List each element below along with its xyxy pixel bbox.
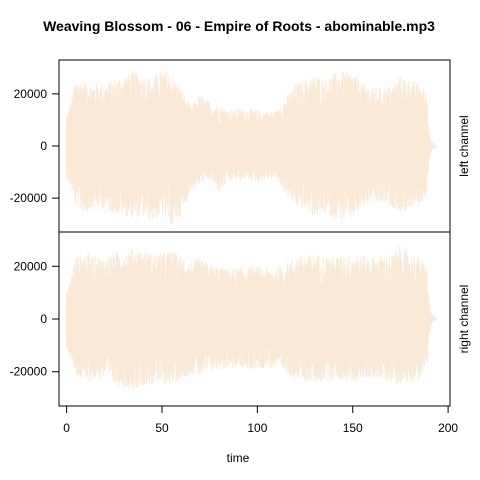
- left-channel-y-axis: -20000 0 20000: [10, 87, 59, 205]
- left-channel-panel: -20000 0 20000 left channel: [10, 59, 471, 233]
- x-tick-label: 50: [155, 421, 169, 435]
- y-tick-label: 0: [40, 139, 47, 153]
- chart-title: Weaving Blossom - 06 - Empire of Roots -…: [43, 18, 435, 34]
- left-channel-waveform: [66, 70, 438, 226]
- y-tick-label: -20000: [10, 365, 48, 379]
- x-axis-label: time: [227, 451, 250, 465]
- right-channel-panel: -20000 0 20000 right channel: [10, 231, 471, 407]
- x-tick-label: 100: [247, 421, 267, 435]
- right-channel-label: right channel: [457, 285, 471, 354]
- right-channel-waveform-path: [66, 245, 438, 390]
- y-tick-label: 20000: [14, 259, 48, 273]
- left-channel-waveform-path: [66, 70, 438, 226]
- y-tick-label: 0: [40, 312, 47, 326]
- right-channel-waveform: [66, 245, 438, 390]
- x-tick-label: 200: [438, 421, 458, 435]
- x-tick-label: 150: [343, 421, 363, 435]
- y-tick-label: 20000: [14, 87, 48, 101]
- left-channel-label: left channel: [457, 115, 471, 176]
- y-tick-label: -20000: [10, 191, 48, 205]
- right-channel-y-axis: -20000 0 20000: [10, 259, 59, 379]
- x-axis: 0 50 100 150 200: [63, 406, 458, 435]
- x-tick-label: 0: [63, 421, 70, 435]
